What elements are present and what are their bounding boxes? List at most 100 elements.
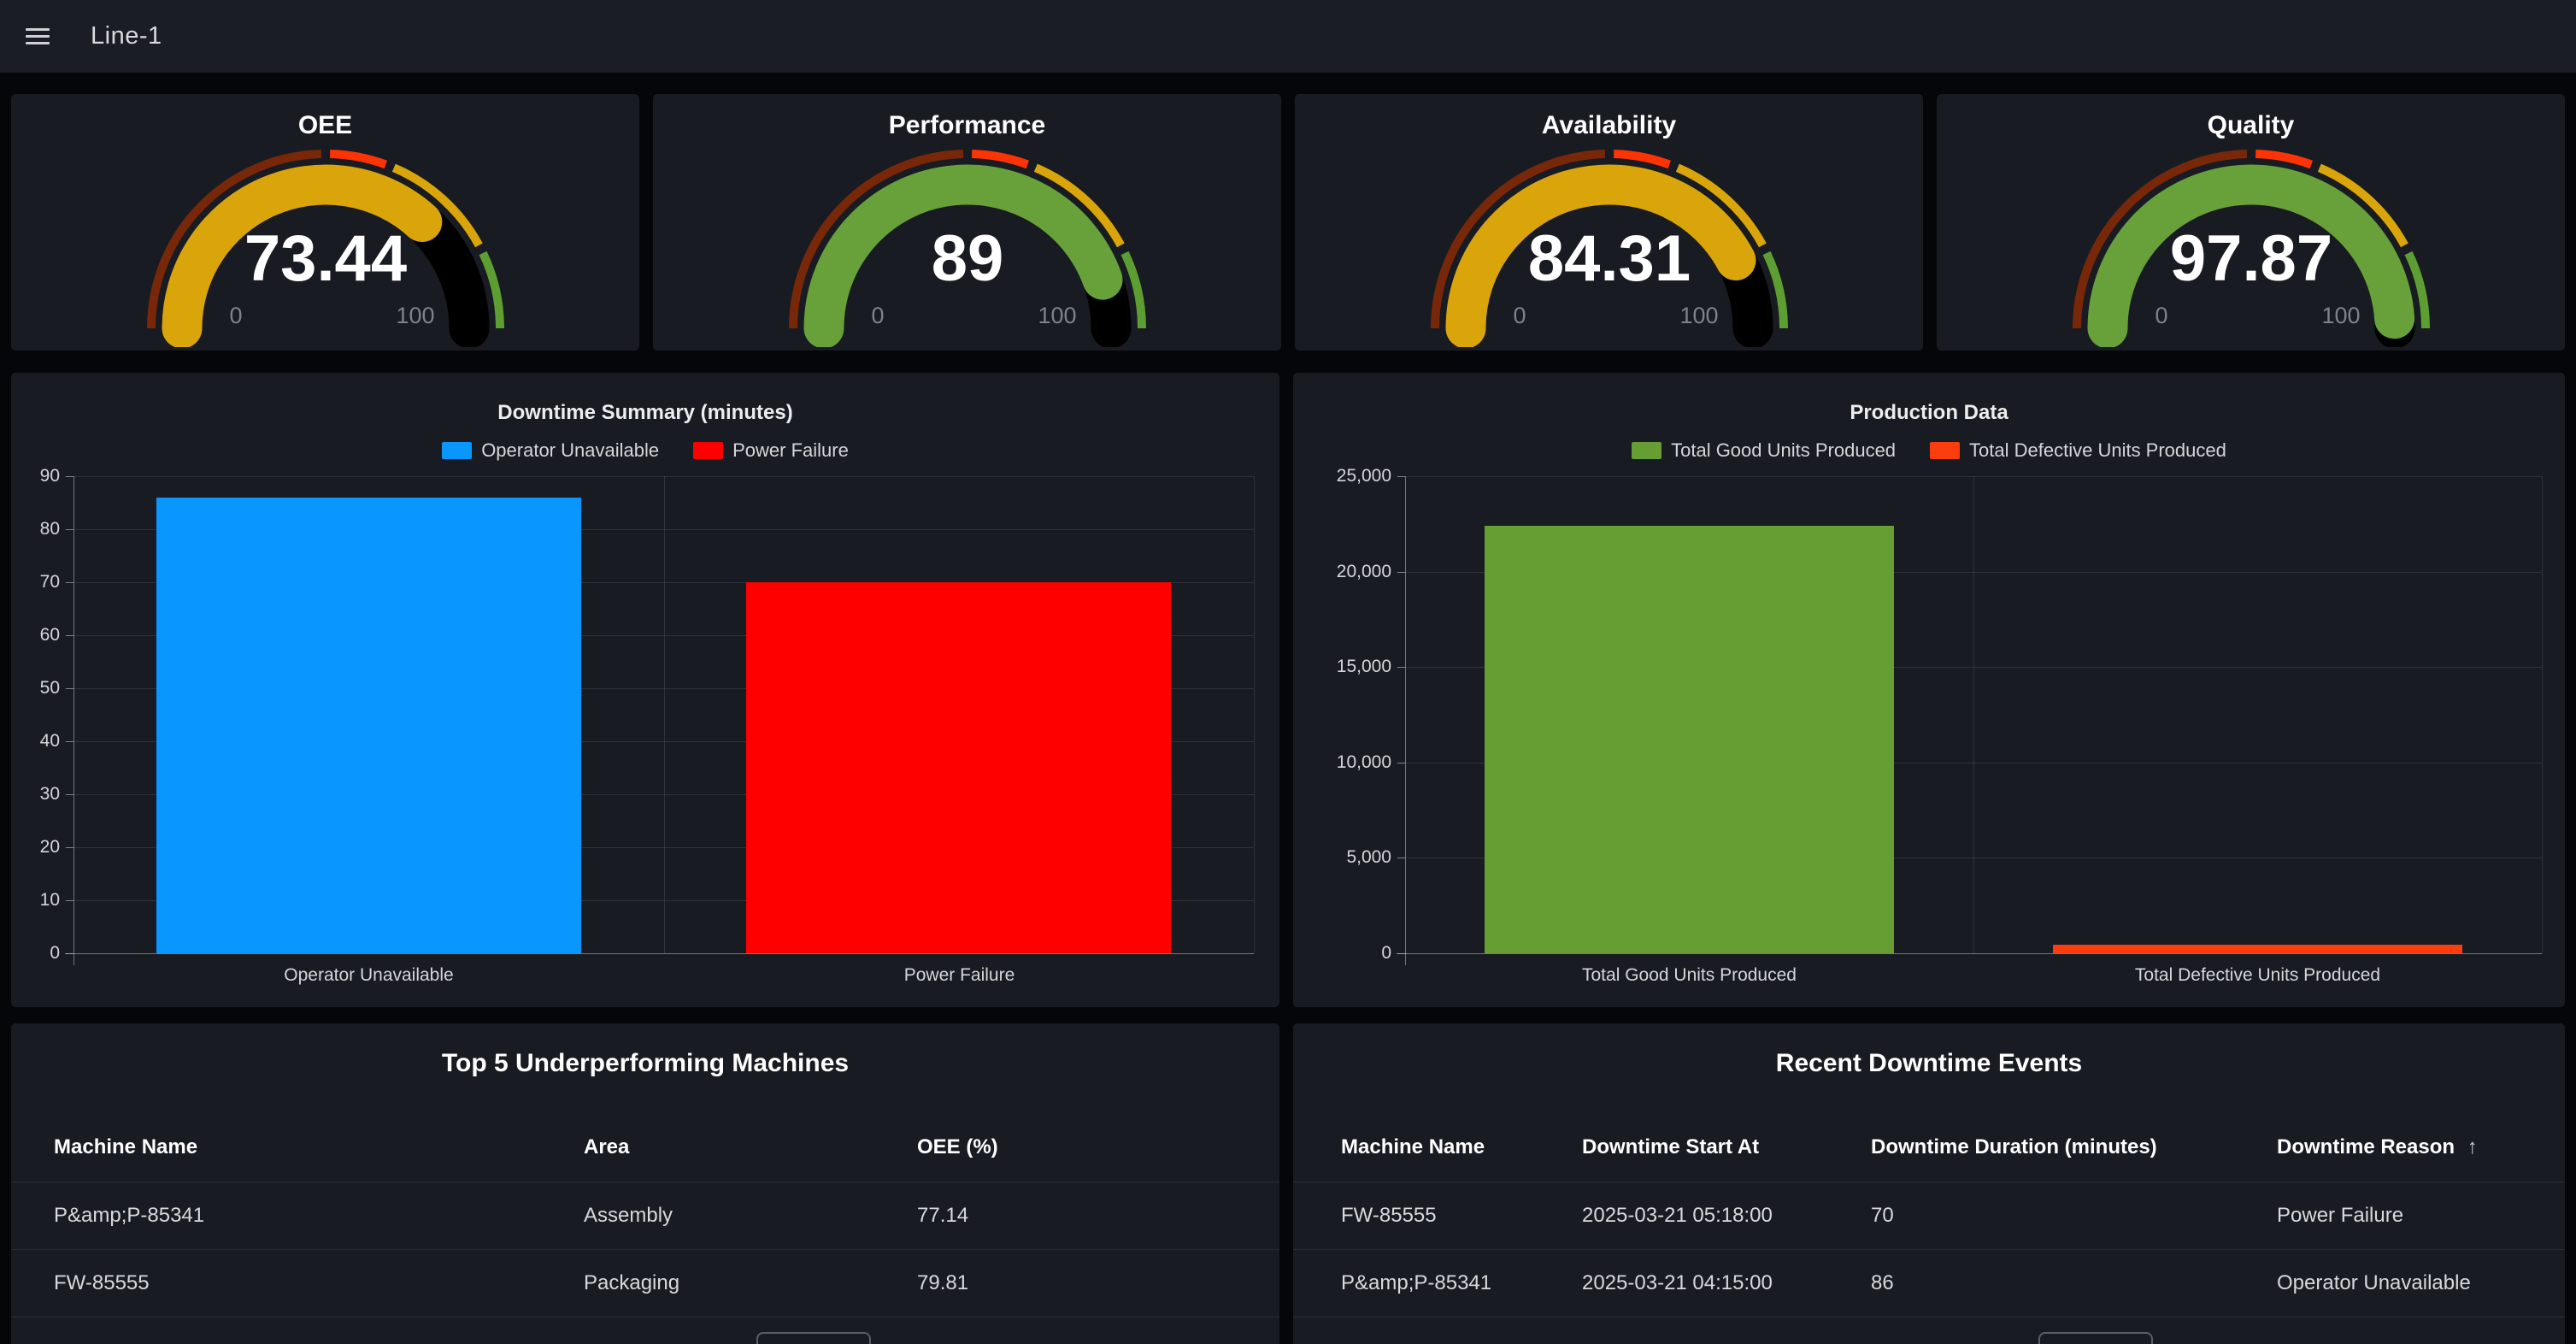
gauge-value-arc <box>803 164 1123 347</box>
panel-title: Performance <box>888 111 1046 139</box>
gauge-threshold-arc <box>1613 150 1671 169</box>
pagination-button[interactable] <box>2038 1332 2153 1344</box>
gauge-threshold-arc <box>2404 251 2430 329</box>
quality-gauge-panel: Quality 97.87 0 100 <box>1937 94 2565 351</box>
axis-tick <box>1397 953 1405 954</box>
axis-tick <box>66 900 74 901</box>
x-axis-line <box>65 953 1254 954</box>
y-tick-label: 20 <box>39 837 60 857</box>
grid-vline <box>1254 476 1255 953</box>
table-row: FW-85555 2025-03-21 05:18:00 70 Power Failu… <box>1293 1182 2565 1250</box>
y-tick-label: 10 <box>39 890 60 910</box>
panel-title: Availability <box>1541 111 1677 139</box>
legend-label: Total Defective Units Produced <box>1969 439 2226 461</box>
gauge-threshold-arc <box>391 163 483 248</box>
column-header-machine-name[interactable]: Machine Name <box>1341 1135 1485 1158</box>
table-cell: P&amp;P-85341 <box>54 1204 205 1227</box>
table-cell: FW-85555 <box>54 1271 150 1294</box>
bar-chart: 0 10 20 30 40 50 60 70 80 90 Operator Unavailable P… <box>11 373 1279 1007</box>
y-tick-label: 80 <box>39 519 60 539</box>
gauge: 73.44 0 100 <box>146 150 504 347</box>
gauge-min-label: 0 <box>871 303 884 328</box>
gauge-arcs <box>146 150 504 347</box>
table-cell: 70 <box>1871 1204 1894 1227</box>
downtime-summary-panel: Downtime Summary (minutes) Operator Unav… <box>11 373 1279 1007</box>
axis-tick <box>66 794 74 795</box>
legend-swatch-icon <box>693 442 724 459</box>
legend-item-total-defective-units-produced[interactable]: Total Defective Units Produced <box>1930 439 2226 462</box>
oee-gauge-panel: OEE 73.44 0 100 <box>11 94 639 351</box>
column-header-machine-name[interactable]: Machine Name <box>54 1135 198 1158</box>
gauge-arcs <box>2072 150 2430 347</box>
axis-tick <box>66 847 74 848</box>
gridline <box>65 900 1254 901</box>
y-axis-line <box>1405 476 1406 965</box>
gauge-max-label: 100 <box>396 303 434 328</box>
table-cell: FW-85555 <box>1341 1204 1437 1227</box>
grid-vline <box>1973 476 1974 953</box>
axis-tick <box>66 476 74 477</box>
panel-title: Recent Downtime Events <box>1775 1049 2083 1077</box>
gauge-threshold-arc <box>329 150 387 169</box>
table-cell: 2025-03-21 05:18:00 <box>1582 1204 1773 1227</box>
column-header-area[interactable]: Area <box>584 1135 630 1158</box>
column-header-downtime-start-at[interactable]: Downtime Start At <box>1582 1135 1760 1158</box>
panel-title: Downtime Summary (minutes) <box>497 401 793 424</box>
legend-swatch-icon <box>442 442 473 459</box>
gauge-threshold-arc <box>2072 150 2247 329</box>
gauge-max-label: 100 <box>2321 303 2360 328</box>
table-cell: Power Failure <box>2277 1204 2404 1227</box>
gauge-value-arc <box>2087 164 2414 347</box>
y-tick-label: 90 <box>39 466 60 486</box>
pagination-button[interactable] <box>756 1332 871 1344</box>
y-tick-label: 5,000 <box>1346 847 1391 867</box>
axis-tick <box>1397 572 1405 573</box>
recent-downtime-events-panel: Recent Downtime Events Machine Name Downt… <box>1293 1023 2565 1344</box>
grid-vline <box>664 476 665 953</box>
gauge-value: 89 <box>931 222 1003 295</box>
axis-tick <box>66 741 74 742</box>
gridline <box>1397 572 2542 573</box>
gauge-min-label: 0 <box>229 303 242 328</box>
column-header-oee[interactable]: OEE (%) <box>917 1135 998 1158</box>
panel-title: OEE <box>297 111 353 139</box>
axis-tick <box>66 529 74 530</box>
bar-total-good-units-produced <box>1485 526 1894 953</box>
table-row: P&amp;P-85341 Assembly 77.14 <box>11 1182 1279 1250</box>
x-category-label: Power Failure <box>903 965 1015 985</box>
chart-legend: Operator Unavailable Power Failure <box>11 439 1279 462</box>
table-cell: P&amp;P-85341 <box>1341 1271 1492 1294</box>
production-data-panel: Production Data Total Good Units Produce… <box>1293 373 2565 1007</box>
top-bar: Line-1 <box>0 0 2576 73</box>
legend-item-power-failure[interactable]: Power Failure <box>693 439 849 462</box>
gridline <box>65 529 1254 530</box>
y-tick-label: 30 <box>39 784 60 804</box>
panel-title: Production Data <box>1850 401 2008 424</box>
availability-gauge-panel: Availability 84.31 0 100 <box>1295 94 1923 351</box>
legend-swatch-icon <box>1632 442 1662 459</box>
table-row: P&amp;P-85341 2025-03-21 04:15:00 86 Operat… <box>1293 1250 2565 1317</box>
gauge-threshold-arc <box>1762 251 1788 329</box>
axis-tick <box>66 953 74 954</box>
dashboard-title: Line-1 <box>91 22 162 50</box>
gauge-value: 97.87 <box>2169 222 2332 295</box>
y-tick-label: 15,000 <box>1336 657 1391 676</box>
y-tick-label: 50 <box>39 678 60 698</box>
chart-legend: Total Good Units Produced Total Defective… <box>1293 439 2565 462</box>
gridline <box>65 847 1254 848</box>
gridline <box>65 794 1254 795</box>
legend-item-total-good-units-produced[interactable]: Total Good Units Produced <box>1632 439 1896 462</box>
gauge-threshold-arc <box>479 251 504 329</box>
gauge-threshold-arc <box>146 150 321 329</box>
table-cell: 77.14 <box>917 1204 969 1227</box>
menu-button[interactable] <box>17 15 58 57</box>
column-header-downtime-reason[interactable]: Downtime Reason ↑ <box>2277 1135 2478 1158</box>
legend-item-operator-unavailable[interactable]: Operator Unavailable <box>442 439 659 462</box>
y-tick-label: 60 <box>39 625 60 645</box>
y-tick-label: 40 <box>39 731 60 751</box>
y-tick-label: 0 <box>50 943 60 963</box>
column-header-downtime-duration-minutes[interactable]: Downtime Duration (minutes) <box>1871 1135 2157 1158</box>
bar-chart: 0 5,000 10,000 15,000 20,000 25,000 Total Good… <box>1293 373 2565 1007</box>
table-cell: 86 <box>1871 1271 1894 1294</box>
